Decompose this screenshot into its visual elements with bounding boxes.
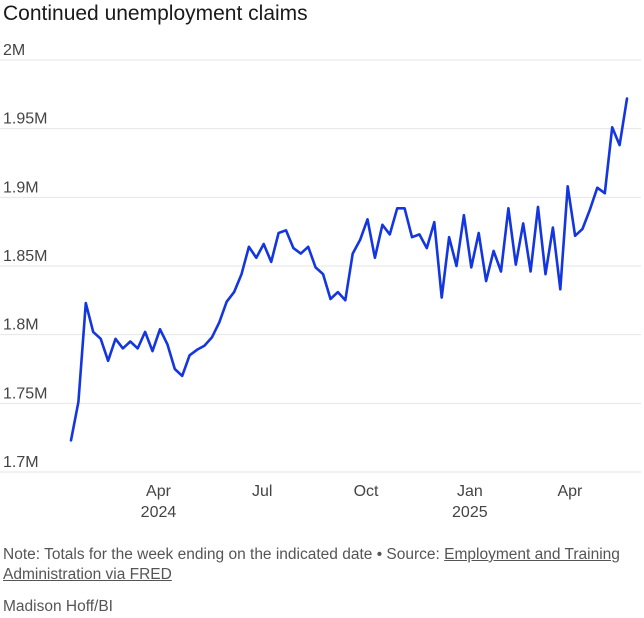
grid-layer (0, 59, 641, 473)
series-line (69, 97, 629, 442)
y-tick-label: 1.95M (3, 111, 47, 128)
x-tick-label: Apr (146, 483, 172, 500)
source-note: Note: Totals for the week ending on the … (3, 545, 633, 585)
x-tick-year-label: 2025 (452, 504, 488, 521)
series-layer (69, 97, 629, 442)
y-tick-label: 1.8M (3, 317, 39, 334)
y-tick-label: 2M (3, 42, 25, 59)
y-tick-label: 1.85M (3, 248, 47, 265)
chart: 2M 1.95M 1.9M 1.85M 1.8M 1.75M 1.7M Apr 2024 Jul… (0, 42, 641, 521)
source-note-text: Note: Totals for the week ending on the … (3, 546, 445, 563)
y-tick-label: 1.75M (3, 385, 47, 402)
x-tick-label: Oct (354, 483, 379, 500)
y-tick-label: 1.7M (3, 454, 39, 471)
source-link[interactable]: Employment and Training Administration v… (3, 546, 620, 583)
x-tick-year-label: 2024 (141, 504, 177, 521)
x-tick-label: Jul (252, 483, 272, 500)
x-tick-label: Apr (557, 483, 583, 500)
x-tick-label: Jan (457, 483, 483, 500)
credit: Madison Hoff/BI (3, 598, 113, 615)
chart-title: Continued unemployment claims (3, 2, 308, 25)
x-axis-ticks: Apr 2024 Jul Oct Jan 2025 Apr (141, 483, 583, 521)
y-axis-ticks: 2M 1.95M 1.9M 1.85M 1.8M 1.75M 1.7M (3, 42, 47, 471)
y-tick-label: 1.9M (3, 179, 39, 196)
